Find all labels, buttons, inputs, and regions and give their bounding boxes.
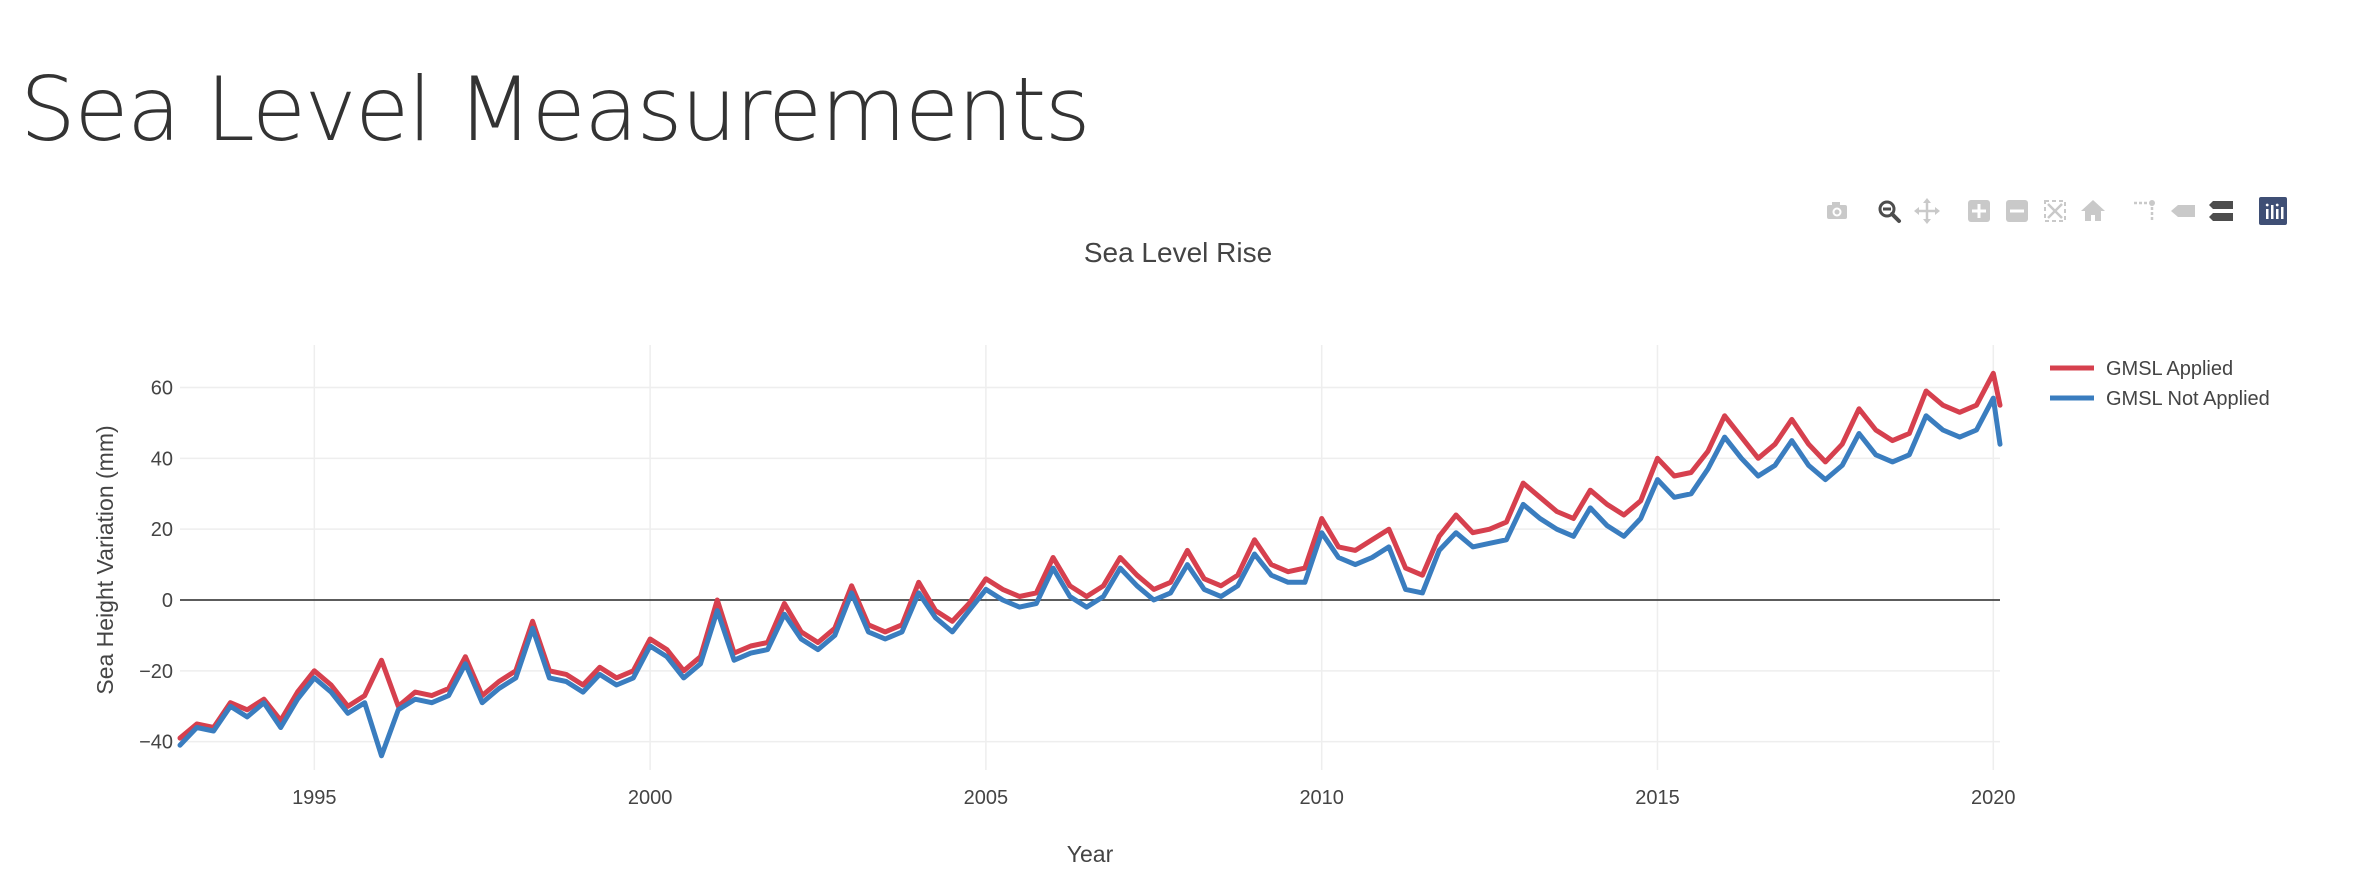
plotly-logo-icon[interactable] xyxy=(2258,196,2288,226)
x-tick-label: 2015 xyxy=(1635,787,1680,809)
x-tick-label: 2000 xyxy=(628,787,673,809)
x-tick-label: 2020 xyxy=(1971,787,2016,809)
pan-icon[interactable] xyxy=(1912,196,1942,226)
x-axis-ticks: 1995 2000 2005 2010 2015 2020 xyxy=(292,787,2015,809)
legend-label: GMSL Not Applied xyxy=(2106,388,2270,410)
legend-item-gmsl-applied[interactable]: GMSL Applied xyxy=(2050,358,2233,380)
y-tick-label: 40 xyxy=(151,448,173,470)
zoom-out-icon[interactable] xyxy=(2002,196,2032,226)
x-axis-label: Year xyxy=(1067,841,1114,867)
hover-compare-icon[interactable] xyxy=(2206,196,2236,226)
autoscale-icon[interactable] xyxy=(2040,196,2070,226)
gridlines xyxy=(180,345,2000,770)
y-axis-label: Sea Height Variation (mm) xyxy=(92,425,118,694)
x-tick-label: 2010 xyxy=(1299,787,1344,809)
spike-lines-icon[interactable] xyxy=(2130,196,2160,226)
series-line-gmsl-applied xyxy=(177,370,2003,741)
y-tick-label: −40 xyxy=(139,732,173,754)
hover-closest-icon[interactable] xyxy=(2168,196,2198,226)
series-line-gmsl-not-applied xyxy=(177,395,2003,759)
reset-axes-icon[interactable] xyxy=(2078,196,2108,226)
camera-icon[interactable] xyxy=(1822,196,1852,226)
x-tick-label: 2005 xyxy=(964,787,1009,809)
legend: GMSL Applied GMSL Not Applied xyxy=(2050,358,2270,410)
legend-label: GMSL Applied xyxy=(2106,358,2233,380)
y-tick-label: −20 xyxy=(139,661,173,683)
y-tick-label: 0 xyxy=(162,590,173,612)
page-title: Sea Level Measurements xyxy=(20,58,1091,161)
chart-title: Sea Level Rise xyxy=(1084,237,1272,268)
zoom-icon[interactable] xyxy=(1874,196,1904,226)
series-lines xyxy=(177,370,2003,759)
y-tick-label: 20 xyxy=(151,519,173,541)
x-tick-label: 1995 xyxy=(292,787,337,809)
legend-item-gmsl-not-applied[interactable]: GMSL Not Applied xyxy=(2050,388,2270,410)
zoom-in-icon[interactable] xyxy=(1964,196,1994,226)
y-tick-label: 60 xyxy=(151,378,173,400)
y-axis-ticks: −40 −20 0 20 40 60 xyxy=(139,378,173,754)
